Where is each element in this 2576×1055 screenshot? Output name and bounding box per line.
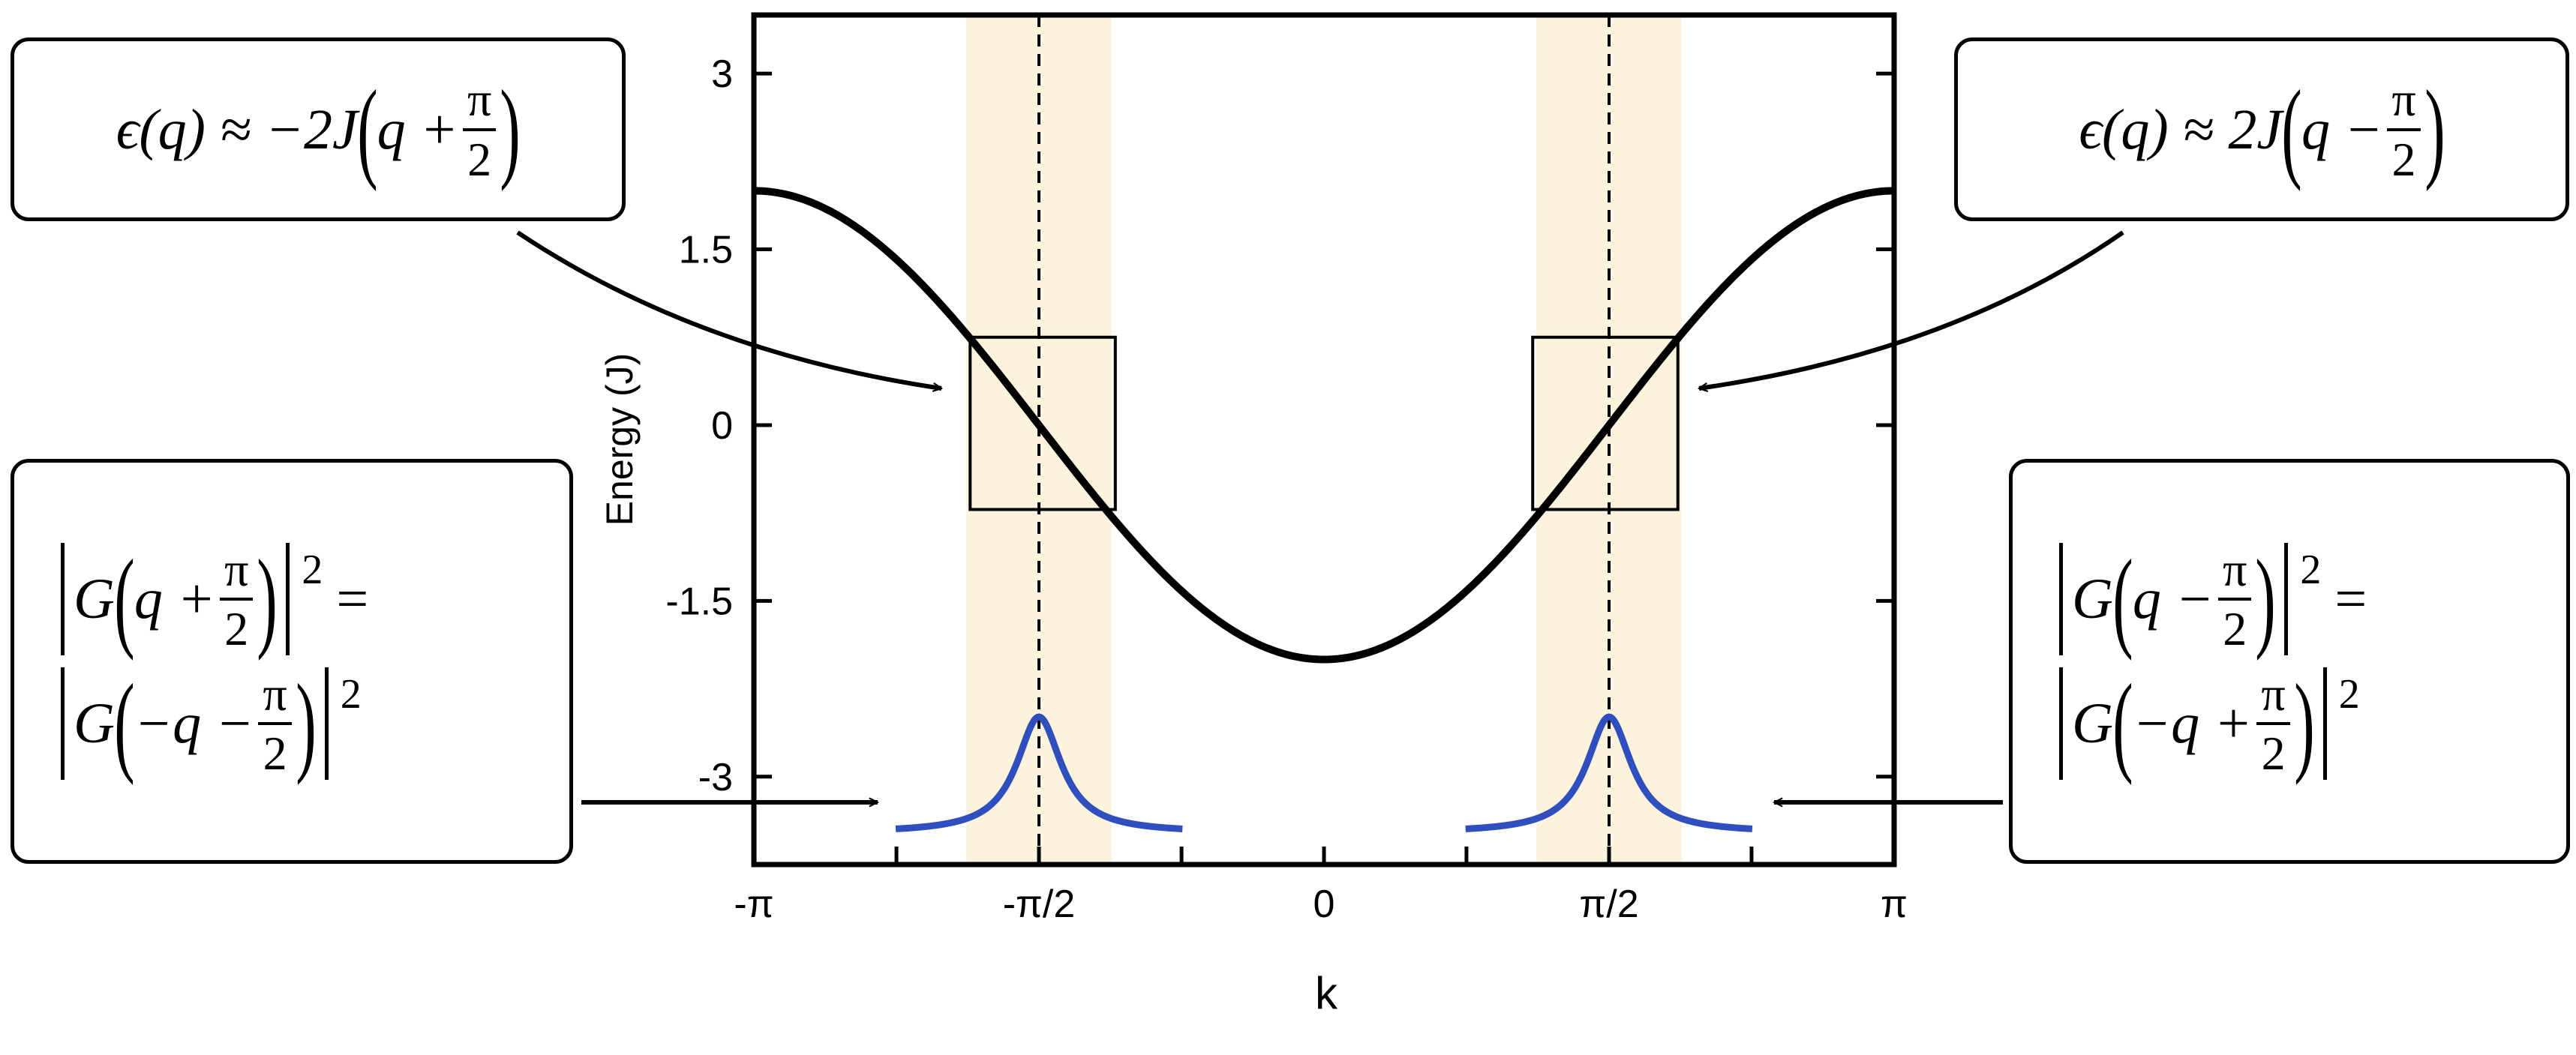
lorentzian-peak-1 bbox=[1465, 713, 1753, 832]
arrow-top-right bbox=[1699, 230, 2124, 388]
x-tick-label-2: 0 bbox=[1314, 883, 1335, 926]
eq-lhs: ϵ(q) ≈ −2J bbox=[116, 97, 358, 161]
dispersion-layer bbox=[753, 187, 1895, 664]
eq-inner: q − bbox=[2301, 97, 2383, 161]
annotation-arrows bbox=[516, 230, 2124, 802]
plot-frame bbox=[751, 12, 1897, 868]
axis-tick-labels: -π -π/2 0 π/2 π 3 1.5 0 -1.5 -3 bbox=[665, 52, 1908, 926]
x-tick-label-0: -π bbox=[734, 883, 773, 926]
y-tick-label-3: -1.5 bbox=[665, 580, 733, 623]
dashed-lines bbox=[1037, 15, 1611, 865]
x-tick-label-4: π bbox=[1881, 883, 1908, 926]
zoom-box-1 bbox=[1531, 335, 1680, 511]
eq-lhs: ϵ(q) ≈ 2J bbox=[2079, 97, 2283, 161]
zoom-box-0 bbox=[968, 335, 1117, 511]
x-tick-label-3: π/2 bbox=[1579, 883, 1638, 926]
zoom-boxes bbox=[968, 335, 1680, 511]
peaks-layer bbox=[895, 713, 1753, 832]
y-axis-title: Energy (J) bbox=[599, 353, 641, 526]
y-tick-label-1: 1.5 bbox=[679, 229, 733, 272]
x-axis-title: k bbox=[1315, 968, 1338, 1018]
arrow-top-left bbox=[516, 230, 941, 388]
y-tick-label-2: 0 bbox=[711, 404, 733, 448]
axis-ticks bbox=[752, 71, 1896, 865]
shaded-bands bbox=[966, 15, 1682, 865]
eq-inner: q + bbox=[377, 97, 458, 161]
dispersion-curve bbox=[753, 187, 1895, 664]
y-tick-label-4: -3 bbox=[698, 756, 733, 799]
lorentzian-peak-0 bbox=[895, 713, 1183, 832]
y-tick-label-0: 3 bbox=[711, 52, 733, 96]
x-tick-label-1: -π/2 bbox=[1003, 883, 1076, 926]
